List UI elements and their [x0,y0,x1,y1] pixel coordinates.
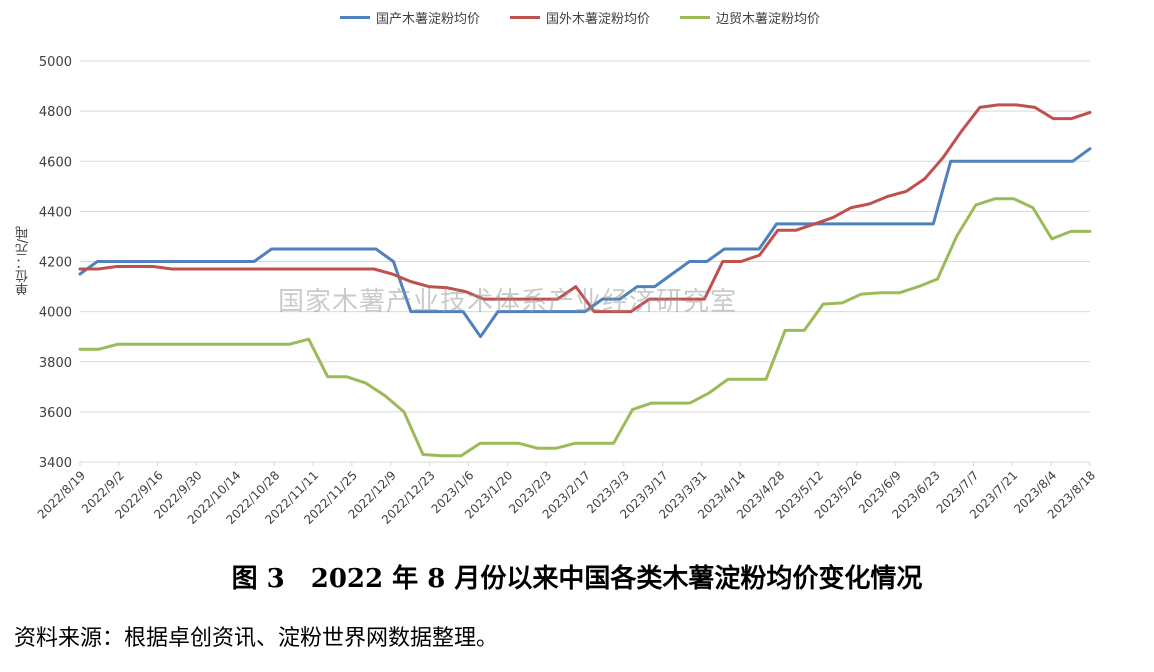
x-tick-label: 2022/8/19 [35,468,88,521]
series-line-border [78,197,1092,458]
legend-swatch-foreign [510,16,541,19]
line-chart: 3400 3600 3800 4000 4200 4400 4600 4800 5000 2022… [35,55,1098,527]
legend-swatch-domestic [340,16,370,19]
series-line-domestic [78,147,1092,339]
legend-label-domestic: 国产木薯淀粉均价 [376,12,481,27]
y-tick-label: 5000 [39,55,72,70]
y-tick-label: 4000 [39,306,72,321]
legend-swatch-border [680,16,711,19]
legend-item-border: 边贸木薯淀粉均价 [680,8,820,27]
y-tick-label: 4200 [39,256,72,271]
series-line-foreign [78,103,1092,314]
y-axis-label: 单位：元/吨 [16,226,31,296]
y-tick-label: 3400 [39,456,72,471]
y-tick-label: 4400 [39,205,72,220]
y-tick-label: 3800 [39,356,72,371]
legend-label-border: 边贸木薯淀粉均价 [716,12,821,27]
legend-item-foreign: 国外木薯淀粉均价 [510,8,650,27]
watermark: 国家木薯产业技术体系产业经济研究室 [278,287,738,317]
legend: 国产木薯淀粉均价 国外木薯淀粉均价 边贸木薯淀粉均价 [340,8,820,27]
legend-label-foreign: 国外木薯淀粉均价 [546,12,651,27]
figure-caption: 图 3 2022 年 8 月份以来中国各类木薯淀粉均价变化情况 [231,564,923,594]
legend-item-domestic: 国产木薯淀粉均价 [340,8,480,27]
y-tick-label: 3600 [39,406,72,421]
source-note: 资料来源：根据卓创资讯、淀粉世界网数据整理。 [14,626,499,651]
y-tick-label: 4800 [39,105,72,120]
y-tick-label: 4600 [39,155,72,170]
